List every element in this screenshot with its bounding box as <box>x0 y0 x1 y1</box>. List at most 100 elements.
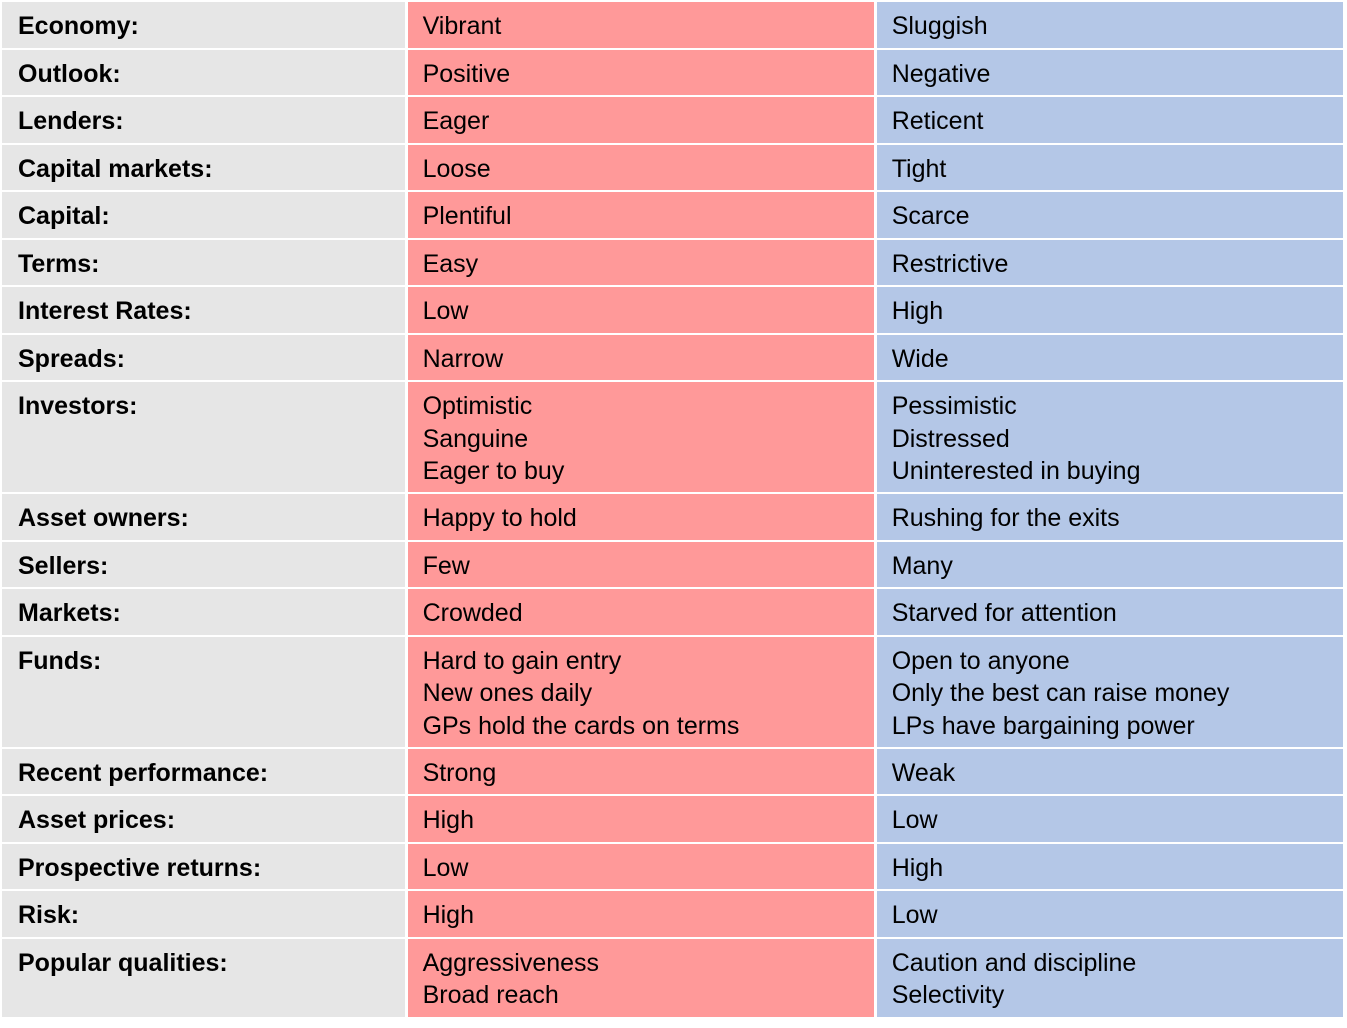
cell-line: Vibrant <box>422 12 502 40</box>
cell-line: Positive <box>422 59 511 88</box>
table-row: Asset prices: High Low <box>2 796 1343 842</box>
table-row: Spreads: Narrow Wide <box>2 334 1343 380</box>
good-times-cell: Crowded <box>407 589 874 635</box>
bad-times-cell: Starved for attention <box>876 589 1343 635</box>
cell-line: Optimistic <box>422 392 533 420</box>
cell-line: Hard to gain entry <box>422 646 622 675</box>
cell-line: Sluggish <box>891 12 988 40</box>
good-times-cell: High <box>407 796 874 842</box>
table-row: Risk: High Low <box>2 891 1343 937</box>
good-times-cell: Vibrant <box>407 2 874 48</box>
cell-line: Only the best can raise money <box>891 679 1230 707</box>
cell-line: Low <box>891 806 938 834</box>
cell-line: High <box>891 853 944 882</box>
row-label: Interest Rates: <box>2 287 405 333</box>
cell-line: High <box>422 901 474 929</box>
cell-line: Narrow <box>422 344 504 373</box>
cell-line: Few <box>422 551 470 580</box>
good-times-cell: Low <box>407 843 874 889</box>
cell-line: Eager <box>422 107 490 135</box>
cell-line: Scarce <box>891 202 970 230</box>
table-row: Asset owners: Happy to hold Rushing for th… <box>2 494 1343 540</box>
row-label: Markets: <box>2 589 405 635</box>
cell-line: GPs hold the cards on terms <box>422 711 740 740</box>
table-row: Markets: Crowded Starved for attention <box>2 589 1343 635</box>
table-row: Lenders: Eager Reticent <box>2 97 1343 143</box>
cell-line: Distressed <box>891 424 1010 453</box>
bad-times-cell: Low <box>876 891 1343 937</box>
cell-line: Loose <box>422 154 491 183</box>
row-label: Sellers: <box>2 541 405 587</box>
cell-line: Eager to buy <box>422 457 565 485</box>
row-label: Funds: <box>2 636 405 747</box>
good-times-cell: Few <box>407 541 874 587</box>
good-times-cell: Hard to gain entry New ones daily GPs hold… <box>407 636 874 747</box>
row-label: Capital: <box>2 192 405 238</box>
row-label: Capital markets: <box>2 144 405 190</box>
bad-times-cell: Weak <box>876 748 1343 794</box>
row-label: Lenders: <box>2 97 405 143</box>
good-times-cell: Positive <box>407 49 874 95</box>
cell-line: Restrictive <box>891 249 1009 278</box>
cell-line: Wide <box>891 344 949 373</box>
bad-times-cell: Wide <box>876 334 1343 380</box>
cell-line: Happy to hold <box>422 504 577 532</box>
row-label: Popular qualities: <box>2 938 405 1017</box>
table-row: Economy: Vibrant Sluggish <box>2 2 1343 48</box>
row-label: Asset prices: <box>2 796 405 842</box>
cell-line: Negative <box>891 59 991 88</box>
cell-line: Pessimistic <box>891 392 1017 420</box>
table-row: Interest Rates: Low High <box>2 287 1343 333</box>
cell-line: High <box>891 297 944 325</box>
bad-times-cell: High <box>876 287 1343 333</box>
good-times-cell: Loose <box>407 144 874 190</box>
table-row: Popular qualities: Aggressiveness Broad re… <box>2 938 1343 1017</box>
table-row: Investors: Optimistic Sanguine Eager to buy… <box>2 382 1343 492</box>
row-label: Asset owners: <box>2 494 405 540</box>
bad-times-cell: Many <box>876 541 1343 587</box>
cell-line: Open to anyone <box>891 646 1070 675</box>
row-label: Economy: <box>2 2 405 48</box>
cell-line: Low <box>891 901 938 929</box>
cell-line: Strong <box>422 758 497 787</box>
cell-line: Uninterested in buying <box>891 457 1141 485</box>
good-times-cell: Easy <box>407 239 874 285</box>
table-row: Prospective returns: Low High <box>2 843 1343 889</box>
cell-line: New ones daily <box>422 679 593 707</box>
cell-line: Low <box>422 853 469 882</box>
good-times-cell: Happy to hold <box>407 494 874 540</box>
table-row: Funds: Hard to gain entry New ones daily GP… <box>2 636 1343 747</box>
good-times-cell: Plentiful <box>407 192 874 238</box>
bad-times-cell: Rushing for the exits <box>876 494 1343 540</box>
bad-times-cell: Caution and discipline Selectivity <box>876 938 1343 1017</box>
bad-times-cell: Pessimistic Distressed Uninterested in buy… <box>876 382 1343 492</box>
good-times-cell: Low <box>407 287 874 333</box>
bad-times-cell: Restrictive <box>876 239 1343 285</box>
bad-times-cell: High <box>876 843 1343 889</box>
cell-line: Many <box>891 551 953 580</box>
cell-line: Tight <box>891 154 947 183</box>
good-times-cell: Eager <box>407 97 874 143</box>
bad-times-cell: Reticent <box>876 97 1343 143</box>
good-times-cell: Aggressiveness Broad reach <box>407 938 874 1017</box>
cell-line: Sanguine <box>422 424 529 453</box>
cell-line: High <box>422 806 474 834</box>
cell-line: Plentiful <box>422 202 512 230</box>
cell-line: Broad reach <box>422 981 559 1009</box>
bad-times-cell: Sluggish <box>876 2 1343 48</box>
table-row: Capital: Plentiful Scarce <box>2 192 1343 238</box>
cell-line: Low <box>422 297 469 325</box>
cell-line: LPs have bargaining power <box>891 711 1195 740</box>
row-label: Recent performance: <box>2 748 405 794</box>
row-label: Spreads: <box>2 334 405 380</box>
cell-line: Caution and discipline <box>891 948 1137 977</box>
cell-line: Crowded <box>422 599 523 627</box>
bad-times-cell: Negative <box>876 49 1343 95</box>
row-label: Outlook: <box>2 49 405 95</box>
cell-line: Weak <box>891 758 956 787</box>
row-label: Investors: <box>2 382 405 492</box>
bad-times-cell: Scarce <box>876 192 1343 238</box>
row-label: Terms: <box>2 239 405 285</box>
